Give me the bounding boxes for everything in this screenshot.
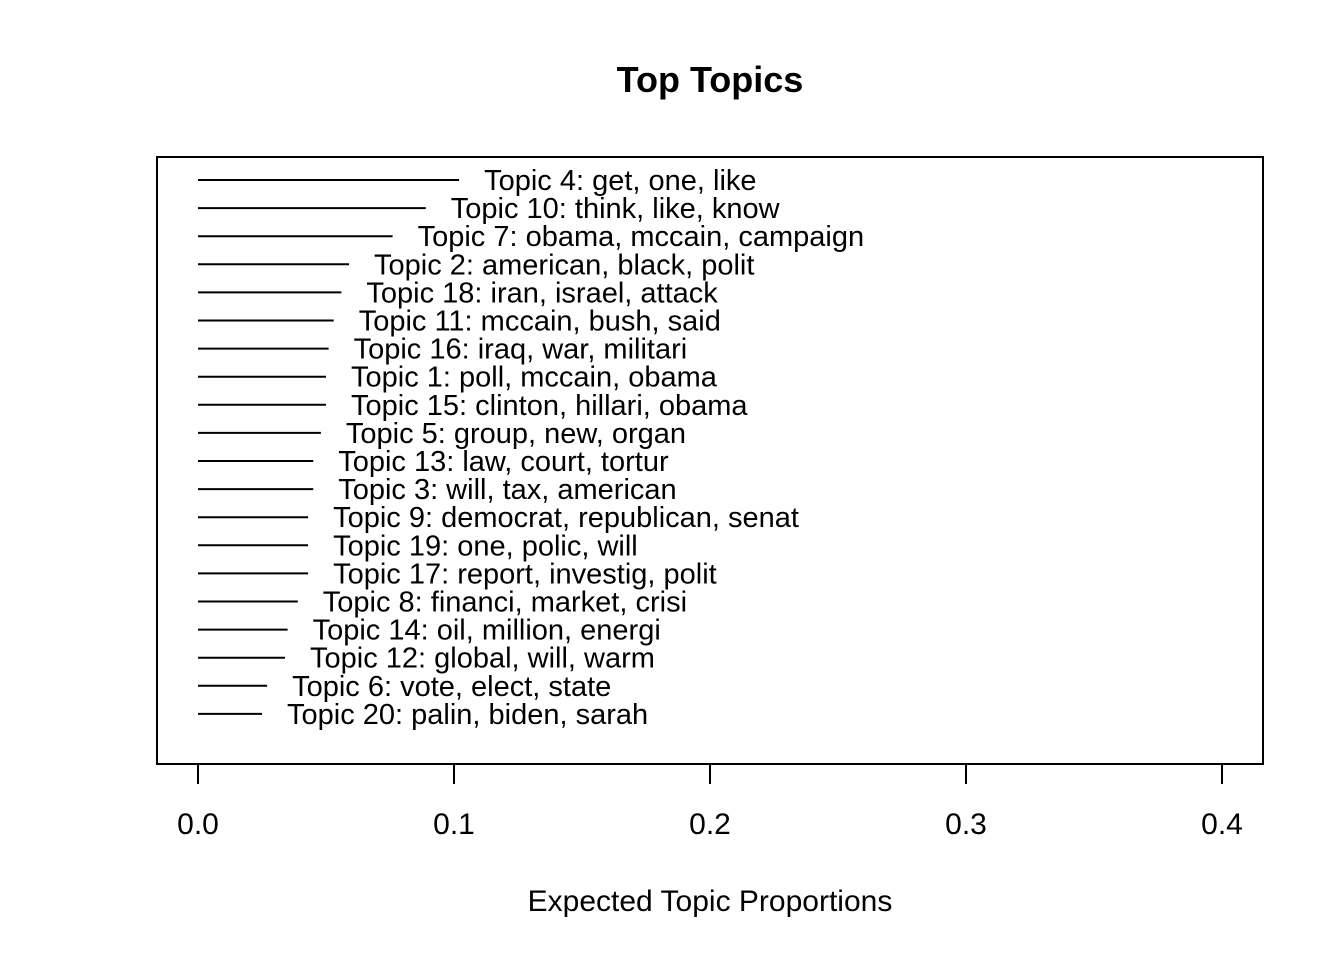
topic-label: Topic 6: vote, elect, state [292,671,611,703]
topic-label: Topic 9: democrat, republican, senat [333,502,799,534]
topic-label: Topic 2: american, black, polit [374,249,754,281]
x-tick-label: 0.0 [177,808,219,841]
topic-label: Topic 15: clinton, hillari, obama [351,390,748,422]
x-tick-label: 0.4 [1201,808,1243,841]
topic-label: Topic 8: financi, market, crisi [323,587,687,619]
chart-title: Top Topics [617,59,804,100]
topic-label: Topic 18: iran, israel, attack [366,277,718,309]
x-tick-label: 0.2 [689,808,731,841]
topic-label: Topic 7: obama, mccain, campaign [418,221,864,253]
x-tick-label: 0.3 [945,808,987,841]
topic-label: Topic 19: one, polic, will [333,530,638,562]
topic-label: Topic 3: will, tax, american [338,474,676,506]
topic-label: Topic 13: law, court, tortur [338,446,669,478]
topic-label: Topic 12: global, will, warm [310,643,655,675]
topic-label: Topic 11: mccain, bush, said [359,306,721,338]
topic-label: Topic 1: poll, mccain, obama [351,362,718,394]
x-axis: 0.0 0.1 0.2 0.3 0.4 [177,763,1243,841]
topic-label: Topic 17: report, investig, polit [333,558,717,590]
topic-label: Topic 20: palin, biden, sarah [287,699,648,731]
x-tick-label: 0.1 [433,808,475,841]
topic-label: Topic 4: get, one, like [484,165,756,197]
topic-label: Topic 14: oil, million, energi [313,615,661,647]
topic-label: Topic 5: group, new, organ [346,418,686,450]
x-axis-label: Expected Topic Proportions [528,885,893,918]
topic-label: Topic 10: think, like, know [451,193,781,225]
topic-label: Topic 16: iraq, war, militari [354,334,688,366]
